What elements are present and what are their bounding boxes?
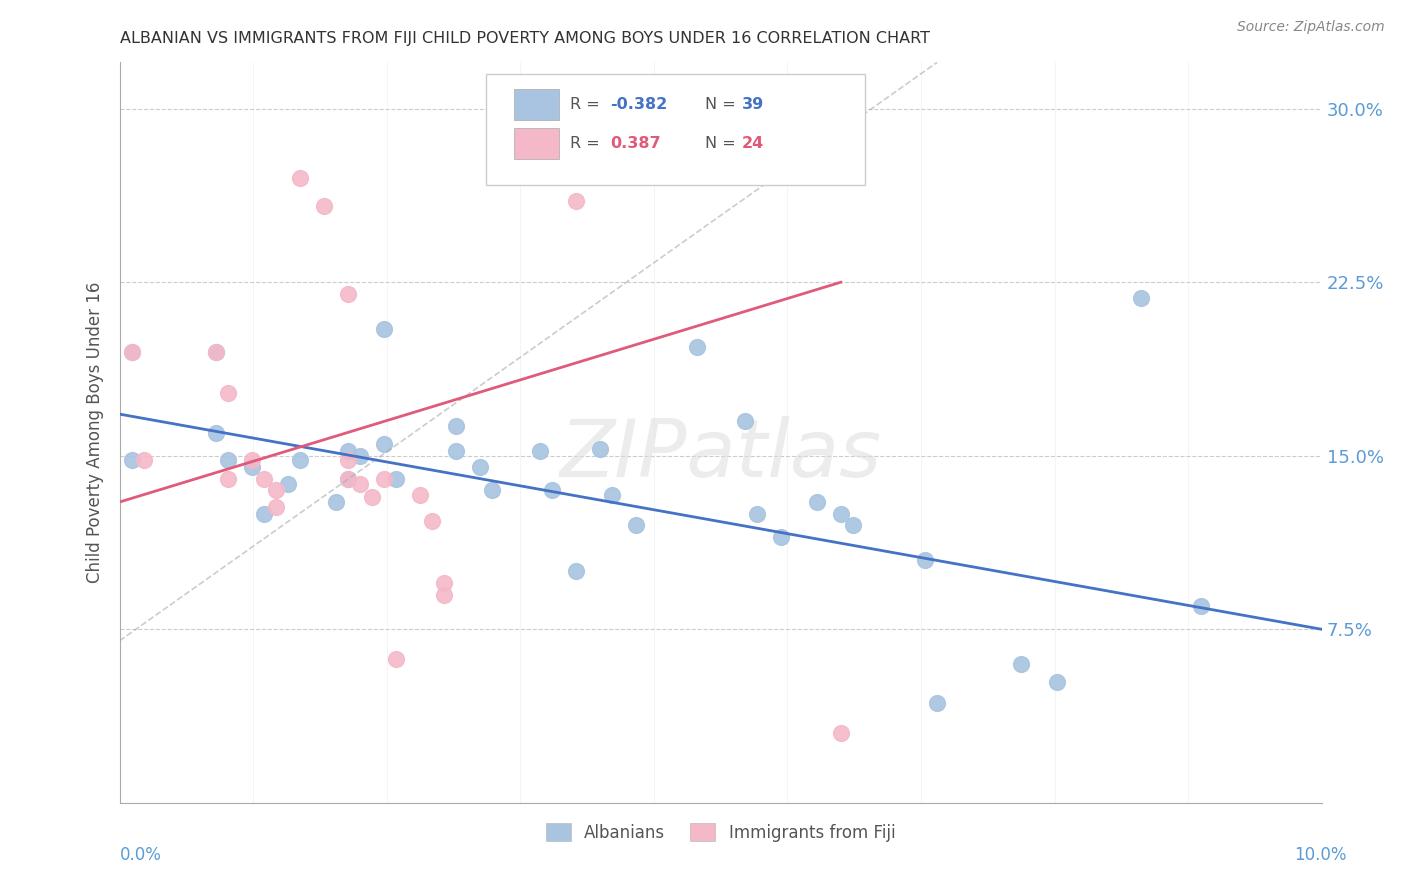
Point	[685, 340, 707, 354]
Point	[1130, 292, 1153, 306]
Point	[529, 444, 551, 458]
Point	[373, 321, 395, 335]
Point	[481, 483, 503, 498]
Point	[745, 507, 768, 521]
Point	[217, 386, 239, 401]
FancyBboxPatch shape	[486, 73, 865, 185]
Point	[264, 500, 287, 514]
FancyBboxPatch shape	[513, 128, 560, 159]
Point	[204, 344, 226, 359]
Point	[830, 507, 852, 521]
Point	[433, 576, 456, 591]
Point	[734, 414, 756, 428]
Point	[336, 444, 359, 458]
Point	[806, 495, 828, 509]
Point	[433, 588, 456, 602]
Point	[349, 476, 371, 491]
Point	[1010, 657, 1032, 671]
Point	[842, 518, 865, 533]
Point	[541, 483, 564, 498]
Point	[830, 726, 852, 740]
Text: N =: N =	[704, 97, 741, 112]
Point	[925, 696, 948, 710]
Point	[240, 460, 263, 475]
Point	[769, 530, 792, 544]
Point	[264, 483, 287, 498]
Legend: Albanians, Immigrants from Fiji: Albanians, Immigrants from Fiji	[537, 815, 904, 850]
Point	[204, 425, 226, 440]
FancyBboxPatch shape	[513, 89, 560, 120]
Point	[217, 453, 239, 467]
Text: Source: ZipAtlas.com: Source: ZipAtlas.com	[1237, 20, 1385, 34]
Point	[470, 460, 492, 475]
Text: 39: 39	[742, 97, 765, 112]
Point	[1189, 599, 1212, 614]
Point	[1046, 675, 1069, 690]
Point	[253, 507, 276, 521]
Point	[288, 171, 311, 186]
Point	[444, 444, 467, 458]
Point	[253, 472, 276, 486]
Point	[385, 472, 408, 486]
Text: 0.0%: 0.0%	[120, 846, 162, 863]
Point	[409, 488, 432, 502]
Point	[349, 449, 371, 463]
Point	[240, 453, 263, 467]
Point	[626, 518, 648, 533]
Point	[121, 344, 143, 359]
Point	[444, 418, 467, 433]
Text: 0.387: 0.387	[610, 136, 661, 151]
Point	[420, 514, 443, 528]
Point	[204, 344, 226, 359]
Point	[288, 453, 311, 467]
Text: R =: R =	[571, 136, 605, 151]
Text: 24: 24	[742, 136, 765, 151]
Point	[312, 199, 335, 213]
Text: -0.382: -0.382	[610, 97, 668, 112]
Point	[277, 476, 299, 491]
Point	[602, 488, 624, 502]
Point	[336, 472, 359, 486]
Point	[325, 495, 347, 509]
Point	[336, 453, 359, 467]
Text: N =: N =	[704, 136, 741, 151]
Text: 10.0%: 10.0%	[1295, 846, 1347, 863]
Point	[336, 286, 359, 301]
Point	[336, 472, 359, 486]
Point	[385, 652, 408, 666]
Point	[217, 472, 239, 486]
Point	[361, 491, 384, 505]
Point	[132, 453, 155, 467]
Text: ALBANIAN VS IMMIGRANTS FROM FIJI CHILD POVERTY AMONG BOYS UNDER 16 CORRELATION C: ALBANIAN VS IMMIGRANTS FROM FIJI CHILD P…	[120, 31, 929, 46]
Text: ZIPatlas: ZIPatlas	[560, 416, 882, 494]
Text: R =: R =	[571, 97, 605, 112]
Point	[373, 437, 395, 451]
Y-axis label: Child Poverty Among Boys Under 16: Child Poverty Among Boys Under 16	[86, 282, 104, 583]
Point	[121, 453, 143, 467]
Point	[565, 194, 588, 209]
Point	[589, 442, 612, 456]
Point	[914, 553, 936, 567]
Point	[565, 565, 588, 579]
Point	[121, 344, 143, 359]
Point	[373, 472, 395, 486]
